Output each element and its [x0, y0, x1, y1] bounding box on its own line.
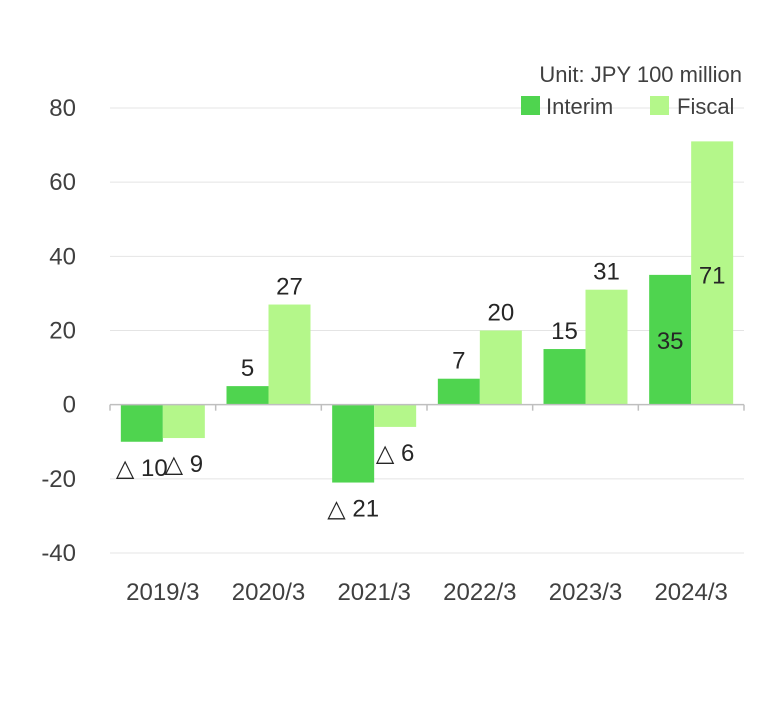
- axes: 80 60 40 20 0 -20 -40 2019/3 2020/3 2021/3 2022/3 2…: [41, 95, 745, 606]
- legend-label-fiscal: Fiscal: [677, 94, 734, 119]
- y-tick-label: 60: [49, 169, 76, 196]
- data-label-interim: △ 21: [327, 496, 379, 523]
- x-tick-label: 2019/3: [126, 579, 199, 606]
- data-label-fiscal: 71: [699, 262, 726, 289]
- bar-interim: [543, 349, 586, 405]
- x-tick-label: 2021/3: [337, 579, 410, 606]
- data-labels: △ 10 5 △ 21 7 15 35 △ 9 27 △ 6 20 31 71: [116, 259, 726, 523]
- data-label-fiscal: 27: [276, 274, 303, 301]
- data-label-interim: 15: [551, 318, 578, 345]
- unit-label: Unit: JPY 100 million: [539, 62, 742, 87]
- data-label-fiscal: △ 6: [376, 440, 414, 467]
- legend-swatch-interim: [521, 96, 540, 115]
- y-tick-label: -20: [41, 466, 76, 493]
- bar-fiscal: [691, 141, 734, 405]
- x-tick-label: 2024/3: [654, 579, 727, 606]
- bars: [120, 141, 734, 483]
- bar-fiscal: [479, 330, 522, 405]
- bar-interim: [332, 404, 375, 483]
- bar-interim: [120, 404, 163, 442]
- data-label-interim: 35: [657, 328, 684, 355]
- legend-swatch-fiscal: [650, 96, 669, 115]
- legend: Interim Fiscal: [521, 94, 734, 119]
- x-tick-label: 2022/3: [443, 579, 516, 606]
- x-tick-label: 2023/3: [549, 579, 622, 606]
- data-label-fiscal: 20: [487, 300, 514, 327]
- y-tick-label: -40: [41, 540, 76, 567]
- y-tick-label: 80: [49, 95, 76, 122]
- gridlines: [110, 107, 744, 554]
- data-label-fiscal: △ 9: [165, 451, 203, 478]
- data-label-interim: △ 10: [116, 455, 168, 482]
- bar-fiscal: [374, 404, 417, 427]
- data-label-interim: 5: [241, 355, 254, 382]
- y-tick-label: 20: [49, 318, 76, 345]
- bar-fiscal: [162, 404, 205, 439]
- bar-interim: [437, 378, 480, 405]
- y-tick-label: 40: [49, 243, 76, 270]
- y-tick-label: 0: [63, 392, 76, 419]
- x-tick-label: 2020/3: [232, 579, 305, 606]
- data-label-fiscal: 31: [593, 259, 620, 286]
- bar-fiscal: [268, 304, 311, 405]
- bar-interim: [226, 386, 269, 405]
- bar-fiscal: [585, 289, 628, 405]
- legend-label-interim: Interim: [546, 94, 613, 119]
- bar-interim: [649, 274, 692, 405]
- data-label-interim: 7: [452, 348, 465, 375]
